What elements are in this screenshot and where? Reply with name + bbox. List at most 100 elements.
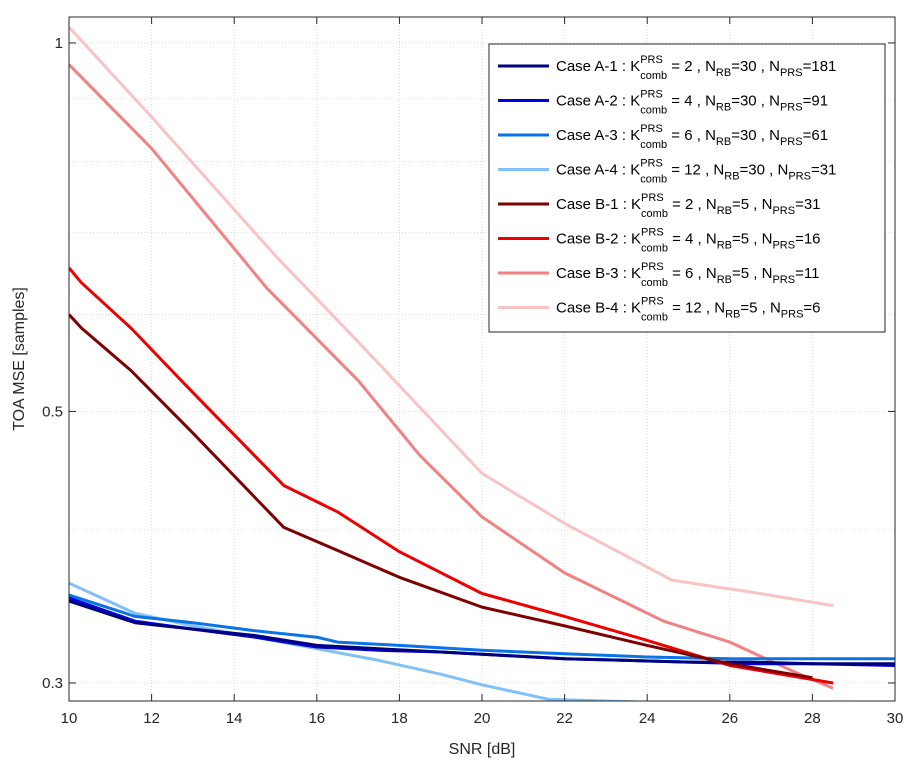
- y-tick-label: 0.3: [42, 675, 63, 692]
- y-tick-label: 0.5: [42, 403, 63, 420]
- x-tick-label: 22: [556, 710, 573, 727]
- legend-label-part: =5 , N: [732, 196, 772, 213]
- x-axis-label: SNR [dB]: [449, 741, 516, 758]
- legend-label-part: =5 , N: [740, 300, 780, 317]
- legend-label-case-b-2: Case B-2 : KPRS comb = 4 , NRB=5 , NPRS=1…: [556, 227, 821, 255]
- series-line-case-b-3: [69, 63, 834, 690]
- legend-label-part: PRS: [780, 136, 803, 148]
- legend-label-part: PRS: [640, 89, 663, 101]
- legend-label-part: =30 , N: [740, 162, 789, 179]
- x-tick-label: 28: [804, 710, 821, 727]
- x-tick-label: 12: [143, 710, 160, 727]
- legend-label-part: RB: [716, 102, 731, 114]
- legend-label-part: = 6 , N: [668, 265, 717, 282]
- legend-label-part: PRS: [781, 309, 804, 321]
- legend-label-part: =16: [795, 231, 820, 248]
- x-tick-label: 18: [391, 710, 408, 727]
- legend-label-part: RB: [717, 274, 732, 286]
- series-line-case-a-4: [69, 581, 658, 701]
- legend-label-part: = 2 , N: [668, 196, 717, 213]
- x-tick-label: 14: [226, 710, 243, 727]
- legend-label-part: = 4 , N: [668, 231, 717, 248]
- legend-label-part: PRS: [641, 261, 664, 273]
- legend-label-part: =30 , N: [731, 93, 780, 110]
- legend-label-part: = 2 , N: [667, 58, 716, 75]
- series-line-case-b-1: [69, 313, 813, 680]
- legend-label-part: PRS: [780, 102, 803, 114]
- legend-label-part: Case B-3 : K: [556, 265, 641, 282]
- legend-label-part: =30 , N: [731, 58, 780, 75]
- legend-label-part: Case A-1 : K: [556, 58, 640, 75]
- legend-label-part: =181: [803, 58, 837, 75]
- legend-label-part: RB: [717, 205, 732, 217]
- legend-label-part: PRS: [641, 192, 664, 204]
- legend-label-part: comb: [641, 243, 668, 255]
- legend-label-part: PRS: [772, 240, 795, 252]
- legend-box: [488, 43, 886, 333]
- legend-label-part: =5 , N: [732, 231, 772, 248]
- tick-labels: 10 12 14 16 18 20 22 24 26 28 30 0.3 0.5 1: [42, 35, 903, 727]
- legend-label-part: PRS: [640, 54, 663, 66]
- legend-label-part: PRS: [640, 123, 663, 135]
- legend-label-part: RB: [716, 67, 731, 79]
- legend-label-part: RB: [717, 240, 732, 252]
- series-layer: [69, 26, 895, 701]
- legend-label-case-a-1: Case A-1 : KPRS comb = 2 , NRB=30 , NPRS=…: [556, 54, 836, 82]
- x-tick-label: 16: [308, 710, 325, 727]
- legend-label-part: comb: [641, 277, 668, 289]
- legend-label-part: comb: [640, 174, 667, 186]
- x-tick-label: 20: [474, 710, 491, 727]
- legend-label-part: comb: [640, 70, 667, 82]
- legend-label-part: comb: [640, 139, 667, 151]
- legend-label-case-a-4: Case A-4 : KPRS comb = 12 , NRB=30 , NPRS…: [556, 158, 836, 186]
- legend-label-part: Case B-4 : K: [556, 300, 641, 317]
- y-tick-label: 1: [55, 35, 63, 52]
- legend-label-part: = 4 , N: [667, 93, 716, 110]
- series-line-case-b-2: [69, 266, 834, 685]
- legend-label-part: PRS: [641, 227, 664, 239]
- series-line-case-a-1: [69, 599, 895, 666]
- x-tick-label: 30: [887, 710, 904, 727]
- legend-label-part: =61: [803, 127, 828, 144]
- legend-label-part: =30 , N: [731, 127, 780, 144]
- x-tick-label: 10: [61, 710, 78, 727]
- legend-label-case-b-1: Case B-1 : KPRS comb = 2 , NRB=5 , NPRS=3…: [556, 192, 821, 220]
- legend-label-part: = 12 , N: [668, 300, 725, 317]
- legend-label-part: comb: [641, 208, 668, 220]
- series-line-case-b-4: [69, 26, 834, 608]
- legend-label-part: =6: [803, 300, 820, 317]
- legend-label-part: =31: [795, 196, 820, 213]
- legend-label-part: PRS: [641, 296, 664, 308]
- legend-label-case-b-3: Case B-3 : KPRS comb = 6 , NRB=5 , NPRS=1…: [556, 261, 819, 289]
- legend-label-part: RB: [716, 136, 731, 148]
- legend-label-part: comb: [640, 105, 667, 117]
- legend-label-case-a-2: Case A-2 : KPRS comb = 4 , NRB=30 , NPRS=…: [556, 89, 828, 117]
- series-line-case-a-3: [69, 593, 895, 661]
- legend-label-part: =91: [803, 93, 828, 110]
- legend-label-part: PRS: [772, 274, 795, 286]
- legend-label-part: comb: [641, 312, 668, 324]
- legend-label-part: =11: [795, 265, 819, 282]
- legend-label-part: Case B-1 : K: [556, 196, 641, 213]
- legend: Case A-1 : KPRS comb = 2 , NRB=30 , NPRS=…: [488, 43, 886, 333]
- x-tick-label: 26: [721, 710, 738, 727]
- x-tick-label: 24: [639, 710, 656, 727]
- legend-label-part: = 12 , N: [667, 162, 724, 179]
- legend-label-part: Case A-4 : K: [556, 162, 640, 179]
- legend-label-part: PRS: [788, 171, 811, 183]
- legend-label-part: RB: [724, 171, 739, 183]
- legend-label-part: =5 , N: [732, 265, 772, 282]
- legend-label-part: =31: [811, 162, 836, 179]
- legend-label-part: Case B-2 : K: [556, 231, 641, 248]
- legend-label-case-a-3: Case A-3 : KPRS comb = 6 , NRB=30 , NPRS=…: [556, 123, 828, 151]
- y-axis-label: TOA MSE [samples]: [11, 287, 28, 431]
- legend-label-part: RB: [725, 309, 740, 321]
- legend-label-part: PRS: [772, 205, 795, 217]
- legend-label-part: PRS: [640, 158, 663, 170]
- legend-label-part: Case A-2 : K: [556, 93, 640, 110]
- legend-label-part: = 6 , N: [667, 127, 716, 144]
- legend-label-case-b-4: Case B-4 : KPRS comb = 12 , NRB=5 , NPRS=…: [556, 296, 821, 324]
- axis-ticks: [68, 17, 896, 701]
- legend-label-part: PRS: [780, 67, 803, 79]
